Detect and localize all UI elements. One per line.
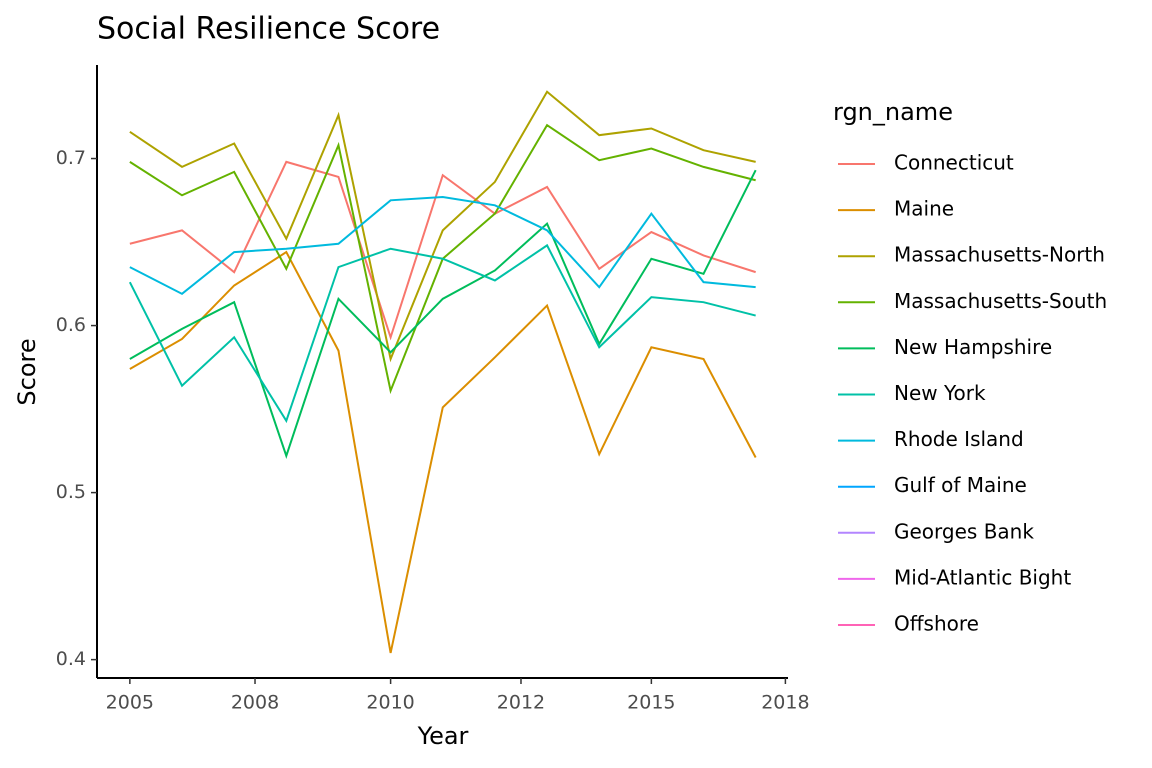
legend-label: Massachusetts-North (894, 243, 1105, 267)
x-tick-label: 2005 (106, 692, 154, 714)
x-tick-label: 2008 (231, 692, 279, 714)
legend-label: Connecticut (894, 151, 1014, 175)
legend-label: Rhode Island (894, 427, 1024, 451)
y-tick-label: 0.4 (56, 648, 86, 670)
legend-label: Mid-Atlantic Bight (894, 565, 1071, 589)
legend-label: New Hampshire (894, 335, 1052, 359)
legend-label: Maine (894, 197, 954, 221)
x-axis-label: Year (417, 722, 469, 750)
series-line (129, 195, 756, 296)
legend-label: Gulf of Maine (894, 473, 1027, 497)
chart-title: Social Resilience Score (97, 12, 440, 47)
y-tick-label: 0.7 (56, 147, 86, 169)
legend-label: New York (894, 381, 986, 405)
x-tick-label: 2015 (627, 692, 675, 714)
x-tick-label: 2012 (497, 692, 545, 714)
y-tick-label: 0.6 (56, 314, 86, 336)
legend-label: Massachusetts-South (894, 289, 1107, 313)
y-axis-label: Score (13, 338, 41, 405)
x-tick-label: 2010 (366, 692, 414, 714)
y-tick-label: 0.5 (56, 481, 86, 503)
legend-label: Offshore (894, 612, 979, 636)
series-line (129, 169, 757, 459)
legend-title: rgn_name (833, 98, 953, 126)
series-line (129, 160, 756, 341)
series-line (129, 90, 756, 363)
series-line (128, 243, 756, 424)
series-line (129, 250, 757, 654)
x-tick-label: 2018 (761, 692, 809, 714)
legend-label: Georges Bank (894, 519, 1034, 543)
